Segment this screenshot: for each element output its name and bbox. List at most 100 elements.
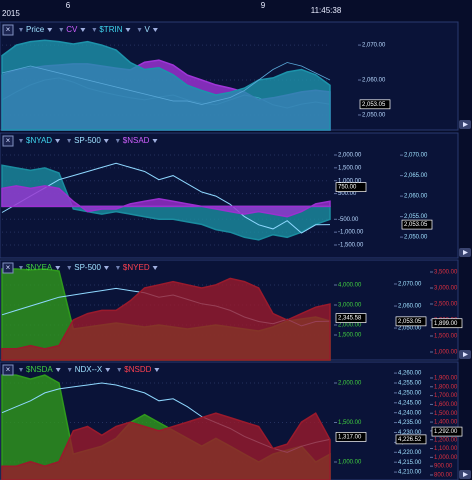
line-series: [1, 62, 331, 105]
close-icon: ×: [6, 263, 11, 272]
price-box: [335, 313, 367, 323]
legend-dropdown[interactable]: [152, 266, 158, 270]
legend-handle: [19, 266, 23, 270]
legend-handle: [19, 368, 23, 372]
axis-label: 2,500.00: [434, 302, 458, 308]
price-box-label: 4,226.52: [398, 437, 422, 443]
axis-label: 1,600.00: [434, 402, 458, 408]
legend-dropdown[interactable]: [125, 28, 131, 32]
legend-handle: [137, 28, 142, 32]
legend-entry[interactable]: CV: [66, 25, 78, 34]
axis-label: 1,500.00: [338, 420, 362, 426]
close-button[interactable]: [2, 364, 14, 376]
axis-label: 800.00: [434, 473, 453, 479]
legend-dropdown[interactable]: [55, 139, 61, 143]
legend-entry[interactable]: $NYAD: [26, 136, 52, 145]
legend-entry[interactable]: $NSDA: [26, 365, 53, 374]
area-series: [1, 185, 331, 218]
axis-label: 1,000.00: [434, 455, 458, 461]
legend-entry[interactable]: Price: [26, 25, 45, 34]
axis-label: -1,000.00: [338, 230, 364, 236]
scroll-arrow: [463, 472, 468, 477]
panel-background: [0, 132, 459, 259]
axis-label: 1,000.00: [434, 350, 458, 356]
close-button[interactable]: [2, 135, 14, 147]
axis-label: 2,000.00: [338, 323, 362, 329]
legend-handle: [19, 139, 23, 143]
legend-entry[interactable]: V: [144, 25, 150, 34]
price-box-label: 2,053.05: [398, 319, 422, 325]
legend-handle: [115, 266, 120, 270]
legend-entry[interactable]: SP-500: [74, 263, 101, 272]
legend-entry[interactable]: SP-500: [74, 136, 101, 145]
legend-dropdown[interactable]: [152, 28, 158, 32]
axis-label: 1,100.00: [434, 446, 458, 452]
axis-label: 2,070.00: [362, 43, 386, 49]
axis-label: 2,050.00: [362, 113, 386, 119]
axis-label: 1,900.00: [434, 376, 458, 382]
close-icon: ×: [6, 25, 11, 34]
price-box-label: 1,292.00: [434, 429, 458, 435]
price-box-label: 2,053.05: [404, 222, 428, 228]
legend-handle: [115, 139, 120, 143]
close-button[interactable]: [2, 262, 14, 274]
axis-label: 1,500.00: [434, 334, 458, 340]
area-series: [1, 39, 331, 131]
axis-label: 1,500.00: [338, 165, 362, 171]
legend-dropdown[interactable]: [80, 28, 86, 32]
legend-handle: [92, 28, 97, 32]
axis-label: 2,000.00: [338, 153, 362, 159]
legend-handle: [67, 139, 72, 143]
legend-handle: [19, 28, 23, 32]
price-box: [335, 182, 367, 192]
price-box: [401, 219, 433, 230]
legend-handle: [67, 266, 72, 270]
price-box-label: 2,053.05: [362, 102, 386, 108]
axis-label: 2,050.00: [398, 326, 422, 332]
axis-label: 2,050.00: [404, 235, 428, 241]
axis-label: 4,000.00: [338, 283, 362, 289]
legend-dropdown[interactable]: [103, 266, 109, 270]
axis-label: 900.00: [434, 464, 453, 470]
legend-dropdown[interactable]: [55, 266, 61, 270]
day-label: 6: [66, 1, 71, 10]
legend-entry[interactable]: $NSDD: [124, 365, 151, 374]
legend-dropdown[interactable]: [105, 368, 111, 372]
axis-label: 2,070.00: [398, 282, 422, 288]
close-button[interactable]: [2, 24, 14, 36]
axis-label: 1,000.00: [338, 178, 362, 184]
legend-dropdown[interactable]: [152, 139, 158, 143]
axis-label: 4,230.00: [398, 430, 422, 436]
axis-label: 2,060.00: [362, 78, 386, 84]
legend-entry[interactable]: $NSAD: [123, 136, 150, 145]
clock: 11:45:38: [311, 6, 342, 15]
close-icon: ×: [6, 365, 11, 374]
scroll-arrow: [463, 352, 468, 357]
legend-dropdown[interactable]: [55, 368, 61, 372]
legend-handle: [59, 28, 64, 32]
legend-dropdown[interactable]: [103, 139, 109, 143]
legend-entry[interactable]: $NYED: [123, 263, 150, 272]
legend-entry[interactable]: $NYEA: [26, 263, 53, 272]
axis-label: 4,235.00: [398, 420, 422, 426]
axis-label: 4,240.00: [398, 410, 422, 416]
axis-label: 1,000.00: [338, 460, 362, 466]
axis-label: 2,070.00: [404, 153, 428, 159]
price-box: [335, 432, 367, 442]
axis-label: 1,800.00: [434, 384, 458, 390]
axis-label: 4,220.00: [398, 450, 422, 456]
axis-label: -1,500.00: [338, 243, 364, 249]
axis-label: 4,255.00: [398, 381, 422, 387]
legend-entry[interactable]: $TRIN: [99, 25, 122, 34]
legend-dropdown[interactable]: [47, 28, 53, 32]
legend-entry[interactable]: NDX--X: [75, 365, 103, 374]
axis-label: 3,500.00: [434, 270, 458, 276]
price-box-label: 750.00: [338, 185, 357, 191]
axis-label: 4,250.00: [398, 390, 422, 396]
legend-handle: [67, 368, 72, 372]
legend-dropdown[interactable]: [154, 368, 160, 372]
axis-label: 3,000.00: [338, 303, 362, 309]
price-box-label: 1,899.00: [434, 321, 458, 327]
axis-label: 1,700.00: [434, 393, 458, 399]
